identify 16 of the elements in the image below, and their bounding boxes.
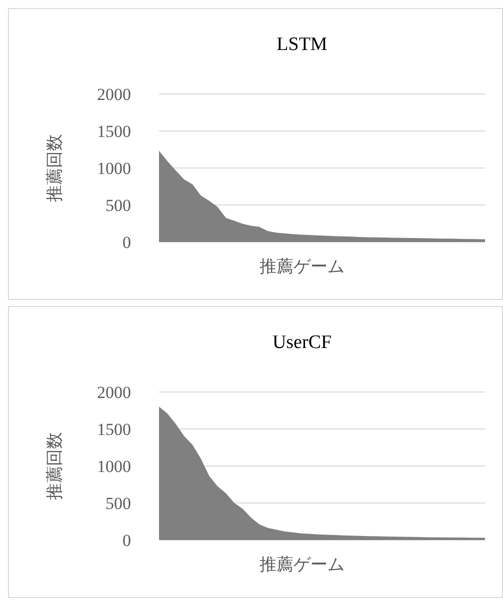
y-axis-title: 推薦回数 — [44, 432, 64, 500]
chart-title: LSTM — [276, 34, 328, 55]
y-axis-title: 推薦回数 — [44, 134, 64, 202]
y-tick-label: 2000 — [97, 84, 131, 104]
y-tick-label: 2000 — [97, 382, 131, 402]
y-tick-label: 0 — [122, 232, 131, 252]
x-axis-title: 推薦ゲーム — [260, 257, 344, 276]
y-tick-label: 0 — [122, 530, 131, 550]
y-tick-label: 1000 — [97, 158, 131, 178]
y-tick-label: 1000 — [97, 456, 131, 476]
y-tick-label: 1500 — [97, 122, 131, 141]
x-axis-title: 推薦ゲーム — [260, 555, 344, 574]
y-tick-label: 1500 — [97, 420, 131, 439]
chart-title: UserCF — [272, 332, 332, 353]
y-tick-label: 500 — [106, 494, 131, 513]
y-tick-label: 500 — [106, 196, 131, 215]
